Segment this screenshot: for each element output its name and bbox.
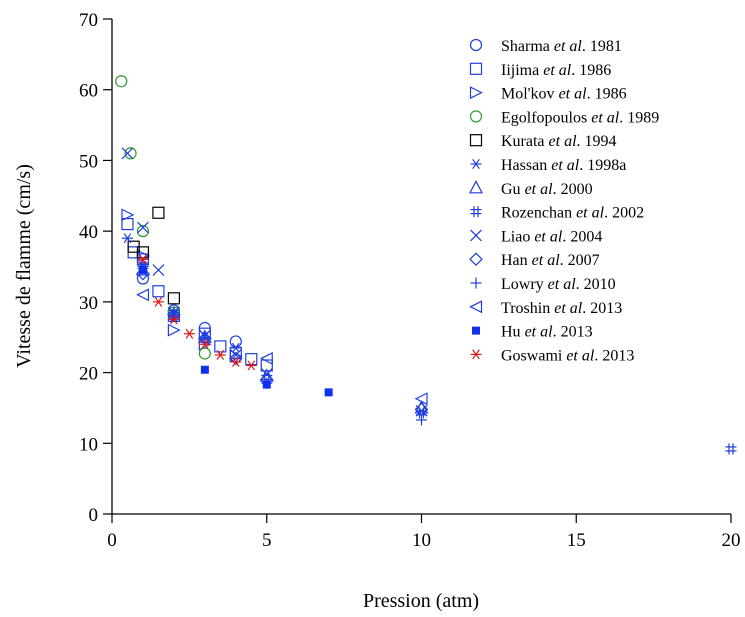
data-point bbox=[168, 314, 180, 325]
legend-entry: Hu et al. 2013 bbox=[501, 324, 593, 341]
x-tick-label: 5 bbox=[262, 530, 272, 551]
data-point bbox=[168, 306, 180, 318]
data-point bbox=[198, 347, 211, 360]
y-tick-label: 70 bbox=[79, 10, 98, 31]
data-point bbox=[152, 206, 165, 219]
legend-marker bbox=[470, 349, 482, 360]
legend-marker bbox=[469, 300, 483, 314]
legend-marker bbox=[470, 158, 482, 170]
legend-marker bbox=[469, 86, 483, 100]
data-point bbox=[137, 254, 149, 265]
legend-entry: Liao et al. 2004 bbox=[501, 228, 602, 245]
data-point bbox=[324, 388, 333, 397]
legend-marker bbox=[469, 110, 483, 123]
legend-marker bbox=[472, 326, 480, 335]
data-point bbox=[214, 340, 227, 353]
x-tick-label: 0 bbox=[107, 530, 117, 551]
legend-entry: Goswami et al. 2013 bbox=[501, 347, 634, 364]
data-point bbox=[245, 353, 258, 366]
legend-marker bbox=[469, 180, 483, 194]
data-point bbox=[230, 356, 242, 367]
data-point bbox=[137, 221, 149, 234]
data-point bbox=[121, 147, 134, 160]
data-point bbox=[183, 328, 195, 339]
legend-marker bbox=[469, 38, 483, 52]
data-point bbox=[121, 208, 135, 222]
data-point bbox=[229, 348, 242, 361]
y-axis-title: Vitesse de flamme (cm/s) bbox=[13, 164, 35, 368]
x-tick-label: 20 bbox=[722, 530, 741, 551]
y-tick-label: 10 bbox=[79, 434, 98, 455]
y-tick-label: 60 bbox=[79, 81, 98, 102]
legend-marker bbox=[470, 277, 482, 289]
data-point bbox=[152, 264, 165, 276]
y-tick-label: 20 bbox=[79, 364, 98, 385]
data-point bbox=[200, 365, 209, 374]
data-point bbox=[229, 335, 242, 348]
legend-marker bbox=[469, 252, 483, 267]
x-tick-label: 15 bbox=[567, 530, 586, 551]
legend-entry: Sharma et al. 1981 bbox=[501, 38, 622, 55]
axes: 0 10 20 30 40 50 60 70 0 5 10 15 20 bbox=[79, 10, 741, 551]
data-point bbox=[167, 323, 181, 337]
data-point bbox=[260, 359, 273, 372]
data-point bbox=[416, 414, 427, 426]
legend-entry: Troshin et al. 2013 bbox=[501, 300, 622, 317]
y-tick-label: 30 bbox=[79, 293, 98, 314]
x-tick-label: 10 bbox=[412, 530, 431, 551]
data-point bbox=[259, 351, 273, 365]
legend-entry: Gu et al. 2000 bbox=[501, 181, 593, 198]
data-point bbox=[152, 285, 165, 298]
legend-entry: Rozenchan et al. 2002 bbox=[501, 205, 644, 222]
data-points bbox=[115, 75, 737, 455]
y-tick-label: 40 bbox=[79, 222, 98, 243]
data-point bbox=[230, 342, 242, 353]
data-point bbox=[136, 225, 150, 238]
data-point bbox=[121, 217, 134, 231]
data-point bbox=[167, 292, 180, 305]
legend: Sharma et al. 1981 Iijima et al. 1986 Mol'… bbox=[469, 38, 659, 364]
legend-marker bbox=[470, 229, 482, 242]
legend-entry: Kurata et al. 1994 bbox=[501, 133, 617, 150]
data-point bbox=[136, 288, 150, 302]
legend-entry: Iijima et al. 1986 bbox=[501, 62, 611, 79]
data-point bbox=[199, 331, 211, 343]
data-point bbox=[121, 233, 133, 244]
data-point bbox=[245, 360, 257, 371]
legend-marker bbox=[469, 134, 483, 147]
data-point bbox=[152, 296, 164, 307]
data-point bbox=[228, 351, 243, 366]
data-point bbox=[262, 380, 271, 389]
data-point bbox=[725, 443, 737, 455]
legend-marker bbox=[469, 62, 483, 75]
x-axis-title: Pression (atm) bbox=[363, 590, 479, 612]
data-point bbox=[414, 392, 428, 406]
data-point bbox=[229, 349, 243, 363]
legend-entry: Han et al. 2007 bbox=[501, 252, 600, 269]
data-point bbox=[124, 147, 137, 160]
legend-entry: Lowry et al. 2010 bbox=[501, 276, 616, 293]
legend-marker bbox=[470, 206, 482, 218]
data-point bbox=[115, 75, 128, 88]
legend-entry: Egolfopoulos et al. 1989 bbox=[501, 109, 659, 126]
legend-entry: Mol'kov et al. 1986 bbox=[501, 86, 627, 103]
y-tick-label: 0 bbox=[89, 505, 99, 526]
data-point bbox=[138, 266, 147, 275]
y-tick-label: 50 bbox=[79, 151, 98, 172]
data-point bbox=[199, 339, 211, 350]
legend-entry: Hassan et al. 1998a bbox=[501, 157, 626, 174]
data-point bbox=[214, 349, 226, 360]
